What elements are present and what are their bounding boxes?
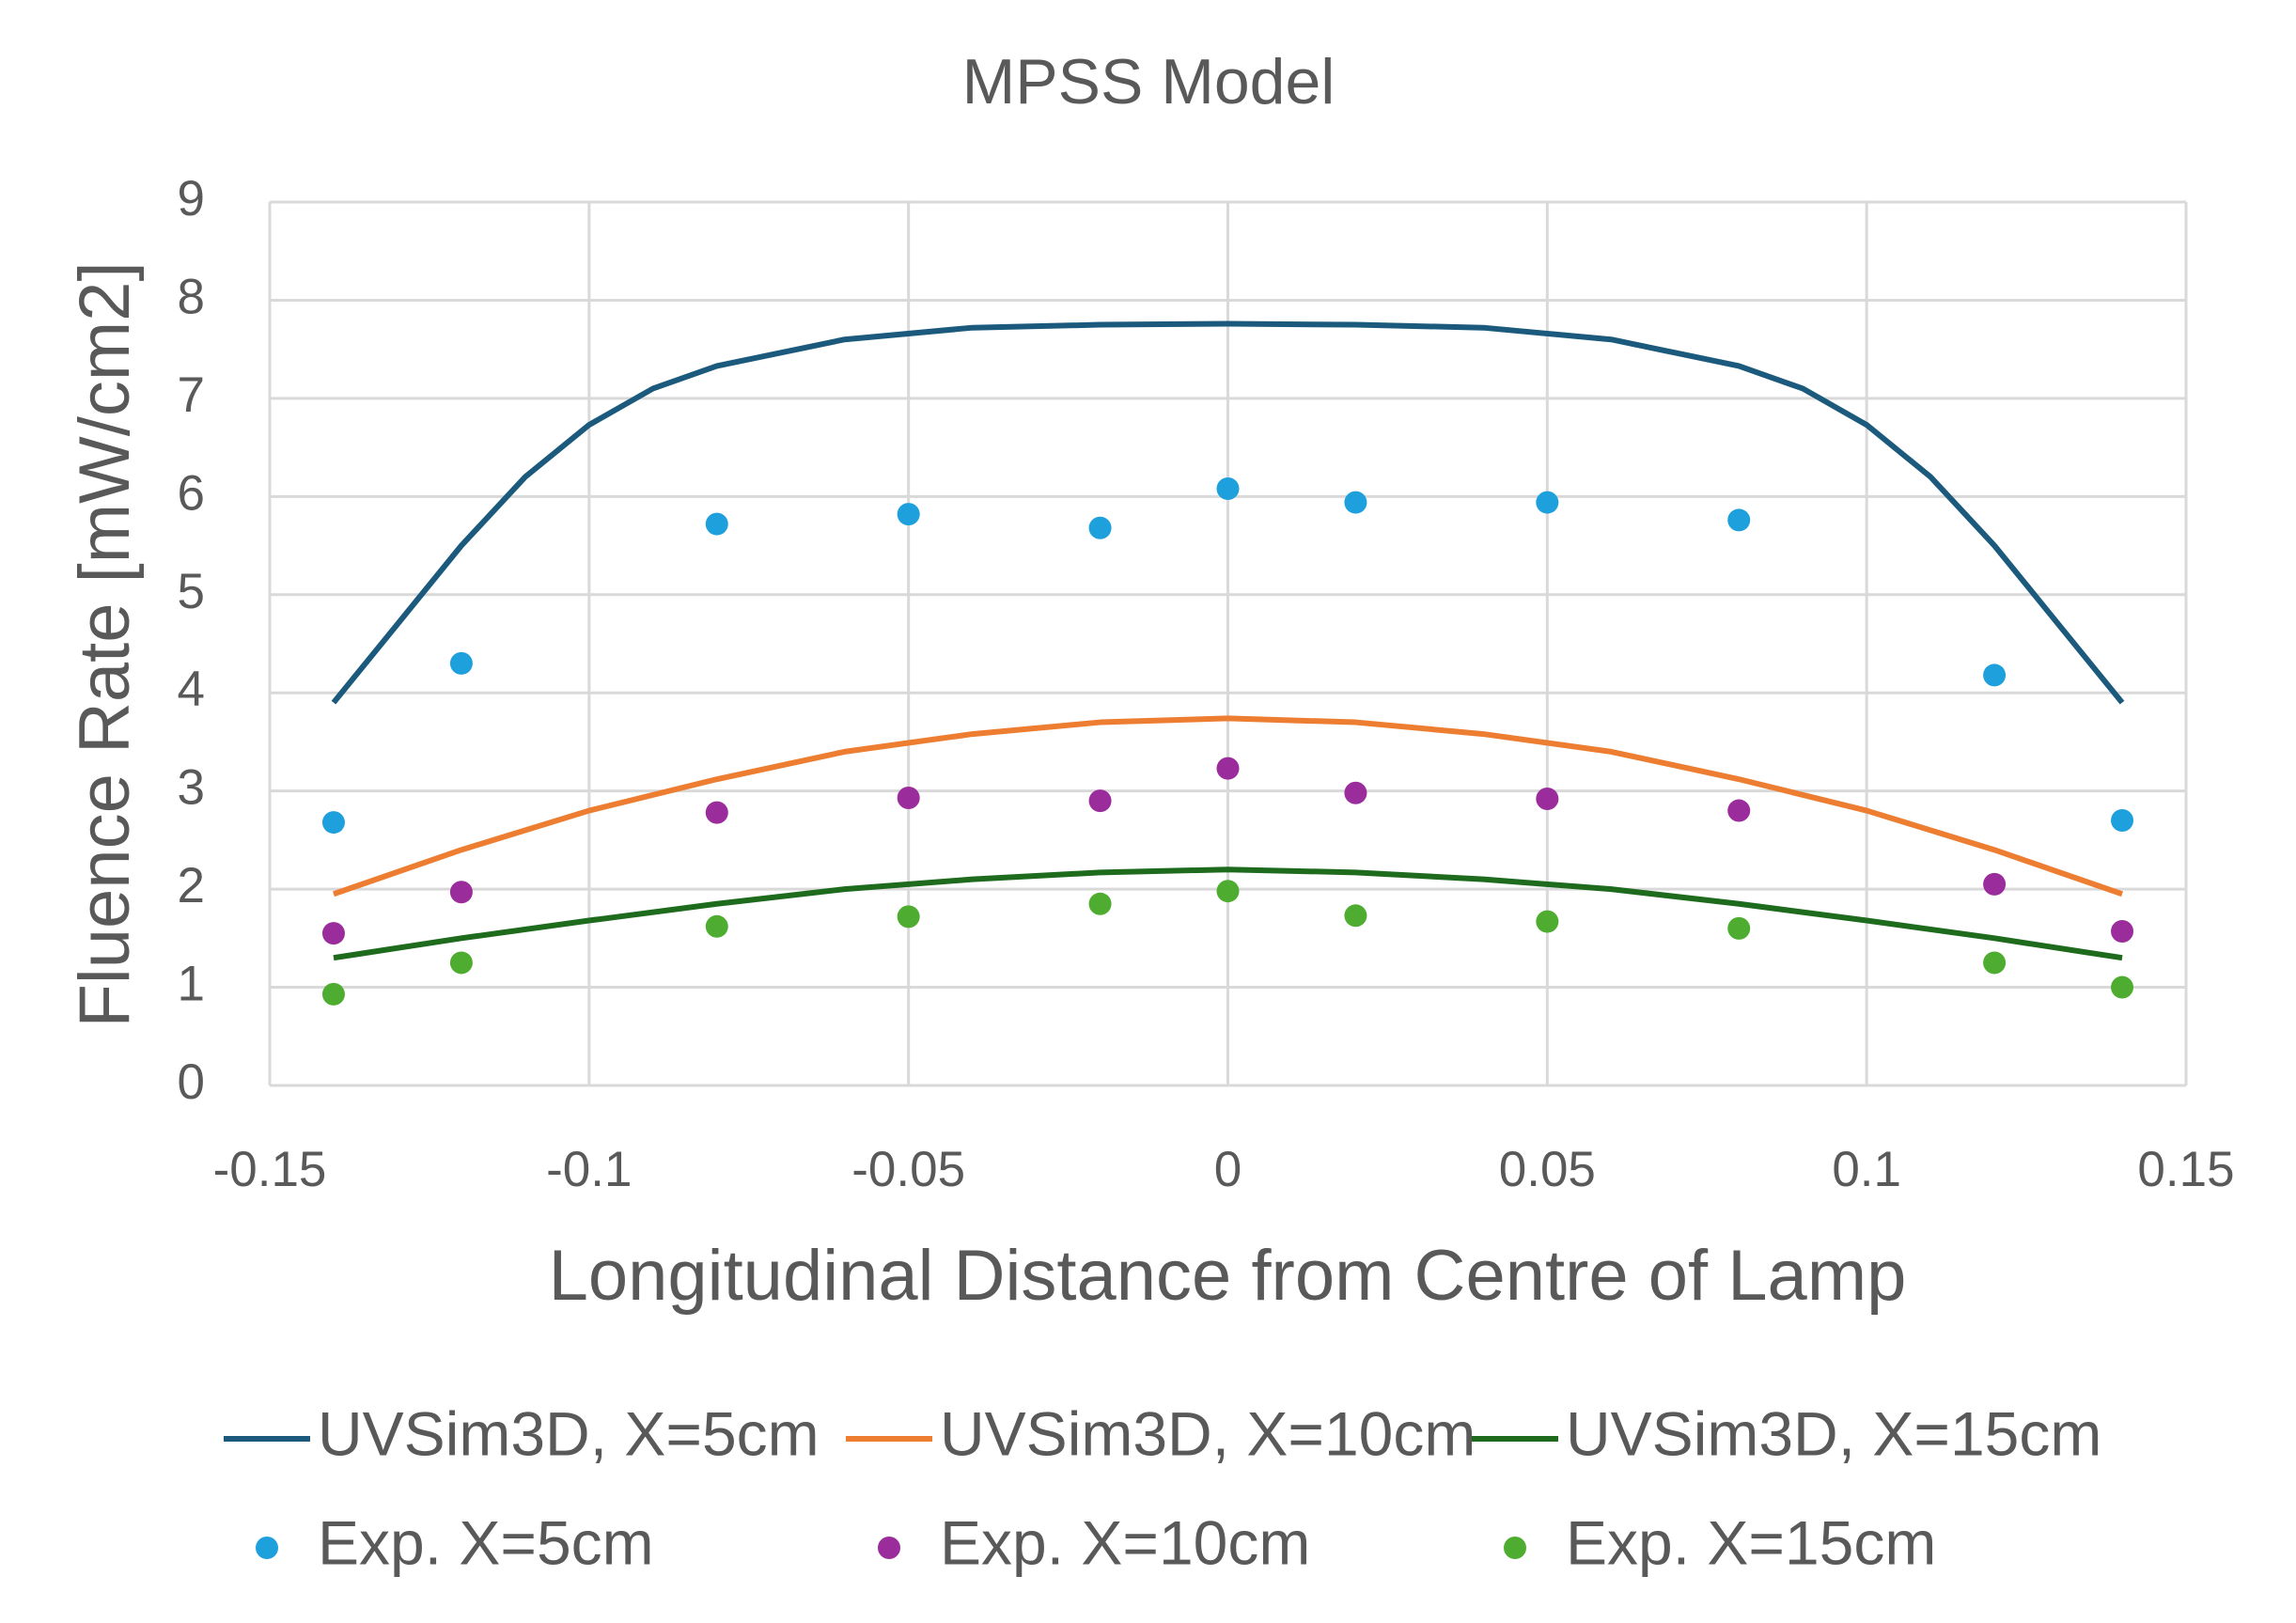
data-point: [321, 922, 345, 945]
legend-swatch: [878, 1537, 900, 1559]
data-point: [1088, 892, 1112, 915]
data-point: [1727, 508, 1751, 532]
data-point: [1983, 663, 2007, 687]
x-axis-title: Longitudinal Distance from Centre of Lam…: [549, 1236, 1907, 1316]
legend-label: UVSim3D, X=10cm: [940, 1398, 1476, 1468]
y-tick-label: 4: [178, 662, 205, 717]
legend-label: Exp. X=15cm: [1566, 1507, 1936, 1577]
data-point: [1344, 904, 1367, 928]
data-point: [2111, 809, 2134, 832]
y-tick-label: 1: [178, 957, 205, 1012]
data-point: [1536, 491, 1559, 514]
data-point: [1536, 788, 1559, 811]
y-axis-title: Fluence Rate [mW/cm2]: [65, 261, 145, 1027]
data-point: [2111, 975, 2134, 999]
data-point: [705, 512, 728, 536]
data-point: [705, 801, 728, 824]
y-tick-label: 2: [178, 858, 205, 913]
data-point: [321, 982, 345, 1006]
legend-swatch: [256, 1537, 278, 1559]
x-tick-label: -0.05: [851, 1142, 965, 1197]
data-point: [897, 503, 920, 526]
y-tick-label: 7: [178, 367, 205, 423]
data-point: [449, 881, 473, 904]
data-point: [1983, 951, 2007, 975]
legend-label: UVSim3D, X=5cm: [318, 1398, 820, 1468]
legend-label: UVSim3D, X=15cm: [1566, 1398, 2101, 1468]
y-tick-label: 5: [178, 564, 205, 619]
data-point: [2111, 920, 2134, 944]
y-tick-label: 6: [178, 465, 205, 521]
x-tick-label: 0.15: [2137, 1142, 2234, 1197]
data-point: [321, 811, 345, 835]
data-point: [449, 951, 473, 975]
data-point: [1216, 476, 1240, 500]
data-point: [1088, 516, 1112, 539]
line-series: [332, 715, 2124, 897]
data-point: [705, 914, 728, 938]
line-series: [333, 866, 2123, 961]
legend-swatch: [1504, 1537, 1526, 1559]
data-point: [1536, 910, 1559, 933]
line-series: [331, 320, 2125, 705]
data-point: [1727, 799, 1751, 822]
x-tick-label: 0: [1214, 1142, 1242, 1197]
data-point: [449, 651, 473, 675]
data-point: [1088, 789, 1112, 813]
legend-label: Exp. X=5cm: [318, 1507, 654, 1577]
data-point: [1983, 872, 2007, 896]
y-tick-label: 0: [178, 1054, 205, 1110]
legend-label: Exp. X=10cm: [940, 1507, 1310, 1577]
x-tick-label: -0.1: [546, 1142, 632, 1197]
data-point: [1344, 491, 1367, 514]
data-point: [897, 905, 920, 929]
y-tick-label: 8: [178, 269, 205, 324]
x-tick-label: 0.1: [1832, 1142, 1901, 1197]
data-point: [1216, 757, 1240, 780]
x-tick-label: 0.05: [1499, 1142, 1596, 1197]
data-point: [1344, 781, 1367, 804]
data-point: [897, 786, 920, 809]
data-point: [1727, 916, 1751, 940]
x-tick-label: -0.15: [213, 1142, 327, 1197]
data-point: [1216, 880, 1240, 903]
y-tick-label: 3: [178, 760, 205, 816]
chart-title: MPSS Model: [962, 46, 1335, 117]
y-tick-label: 9: [178, 171, 205, 226]
